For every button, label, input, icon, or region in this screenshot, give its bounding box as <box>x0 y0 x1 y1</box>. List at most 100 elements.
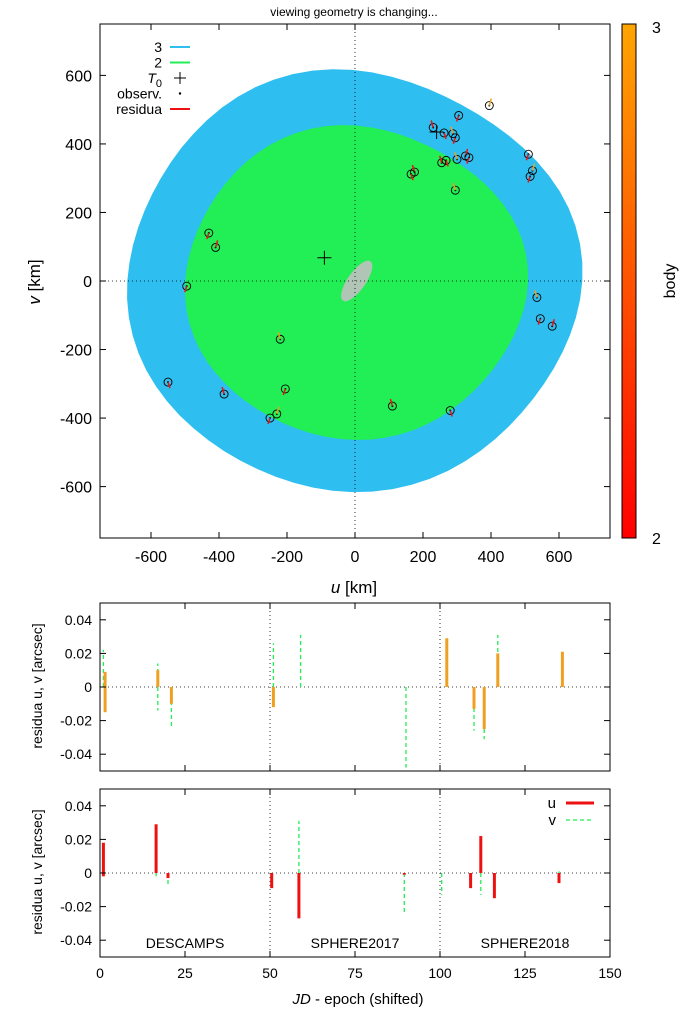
observation-circle <box>445 406 455 415</box>
residua-lower-area: -0.04 -0.02 0 0.02 0.04 0 25 50 75 100 125 150 DESCA… <box>60 788 622 981</box>
x-tick-label: -200 <box>271 549 303 566</box>
x-tick-label: 50 <box>262 965 278 981</box>
colorbar-min-label: 2 <box>652 531 661 548</box>
legend-label: T0 <box>147 70 162 90</box>
residua-segment <box>276 406 280 415</box>
observation-circle <box>406 169 416 179</box>
observation-circle <box>387 401 397 411</box>
y-tick-label: -0.02 <box>60 899 92 915</box>
x-tick-label: 25 <box>177 965 193 981</box>
residua-segment <box>183 285 188 293</box>
x-tick-label: 125 <box>513 965 537 981</box>
observation-circle <box>535 314 545 324</box>
x-tick-label: 0 <box>351 549 360 566</box>
x-tick-label: -600 <box>135 549 167 566</box>
y-tick-label: 0.04 <box>65 798 92 814</box>
residua-segment <box>525 153 530 161</box>
y-tick-label: 0.04 <box>65 612 92 628</box>
orbit-plot: viewing geometry is changing... -600 -400… <box>25 5 679 597</box>
x-tick-label: 100 <box>428 965 452 981</box>
residua-segment <box>534 290 538 298</box>
observation-circle <box>204 228 214 238</box>
orbit-plot-area <box>100 24 610 538</box>
residua-segment <box>454 152 458 160</box>
y-tick-label: 0.02 <box>65 645 92 661</box>
y-tick-label: 200 <box>65 205 92 222</box>
bot-x-axis-label: JD - epoch (shifted) <box>292 991 424 1008</box>
legend-label: residua <box>116 101 162 117</box>
x-tick-label: 600 <box>546 549 573 566</box>
residua-segment <box>531 163 536 171</box>
residua-segment <box>443 132 447 140</box>
y-tick-label: 400 <box>65 137 92 154</box>
residua-segment <box>277 332 281 340</box>
residua-segment <box>455 115 460 122</box>
y-tick-label: -400 <box>60 411 92 428</box>
observation-circle <box>464 153 474 163</box>
y-tick-label: -0.04 <box>60 746 92 762</box>
observation-circle <box>441 155 451 165</box>
observation-circle <box>272 409 282 419</box>
residua-segment <box>527 176 531 183</box>
observation-circle <box>265 413 275 423</box>
residua-segment <box>488 98 493 106</box>
residua-segment <box>206 232 210 240</box>
colorbar-max-label: 3 <box>652 20 661 37</box>
colorbar-label: body <box>662 264 679 299</box>
observation-circle <box>532 292 542 302</box>
y-tick-label: -0.02 <box>60 713 92 729</box>
observation-circle <box>437 158 447 168</box>
y-tick-label: 0 <box>84 679 92 695</box>
observation-circle <box>275 334 285 344</box>
legend-label: 2 <box>154 55 162 71</box>
residua-segment <box>389 398 394 407</box>
residua-segment <box>551 319 555 327</box>
residua-segment <box>410 173 414 181</box>
y-tick-label: 0.02 <box>65 831 92 847</box>
y-tick-label: -200 <box>60 343 92 360</box>
observation-circle <box>280 384 290 394</box>
residua-segment <box>430 120 434 128</box>
residua-segment <box>537 318 542 325</box>
colorbar <box>621 23 637 539</box>
residua-segment <box>282 388 287 396</box>
legend-label: observ. <box>117 86 162 102</box>
campaign-label: SPHERE2017 <box>311 935 400 951</box>
residua-segment <box>466 157 470 164</box>
observation-circle <box>523 149 533 159</box>
observation-circle <box>528 166 537 176</box>
legend-plus-marker <box>174 72 186 84</box>
legend-dot <box>178 92 182 95</box>
observation-circle <box>163 377 173 387</box>
residua-segment <box>445 160 449 167</box>
campaign-label: DESCAMPS <box>146 935 225 951</box>
y-tick-label: -0.04 <box>60 932 92 948</box>
residua-segment <box>449 410 453 417</box>
campaign-label: SPHERE2018 <box>481 935 570 951</box>
observation-circle <box>454 111 464 120</box>
x-tick-label: 150 <box>598 965 622 981</box>
y-tick-label: 0 <box>83 274 92 291</box>
residua-segment <box>450 126 454 134</box>
legend-label: v <box>549 812 557 829</box>
y-axis-label: v [km] <box>25 259 44 304</box>
observation-circle <box>547 321 557 331</box>
observation-circle <box>439 128 449 138</box>
x-tick-label: 200 <box>410 549 437 566</box>
x-tick-label: 0 <box>96 965 104 981</box>
legend-label: 3 <box>154 39 162 55</box>
residua-segment <box>452 182 457 191</box>
residua-segment <box>214 240 219 248</box>
x-tick-label: 75 <box>347 965 363 981</box>
observation-circle <box>484 101 494 111</box>
observation-circle <box>525 172 535 181</box>
mid-y-axis-label: residua u, v [arcsec] <box>29 623 45 748</box>
observation-circle <box>182 281 192 291</box>
observation-circle <box>450 133 460 143</box>
residua-segment <box>221 386 225 395</box>
t0-marker <box>317 250 332 265</box>
residua-plot-lower: -0.04 -0.02 0 0.02 0.04 0 25 50 75 100 125 150 DESCA… <box>29 788 622 1008</box>
y-tick-label: 600 <box>65 68 92 85</box>
residua-segment <box>438 155 443 163</box>
